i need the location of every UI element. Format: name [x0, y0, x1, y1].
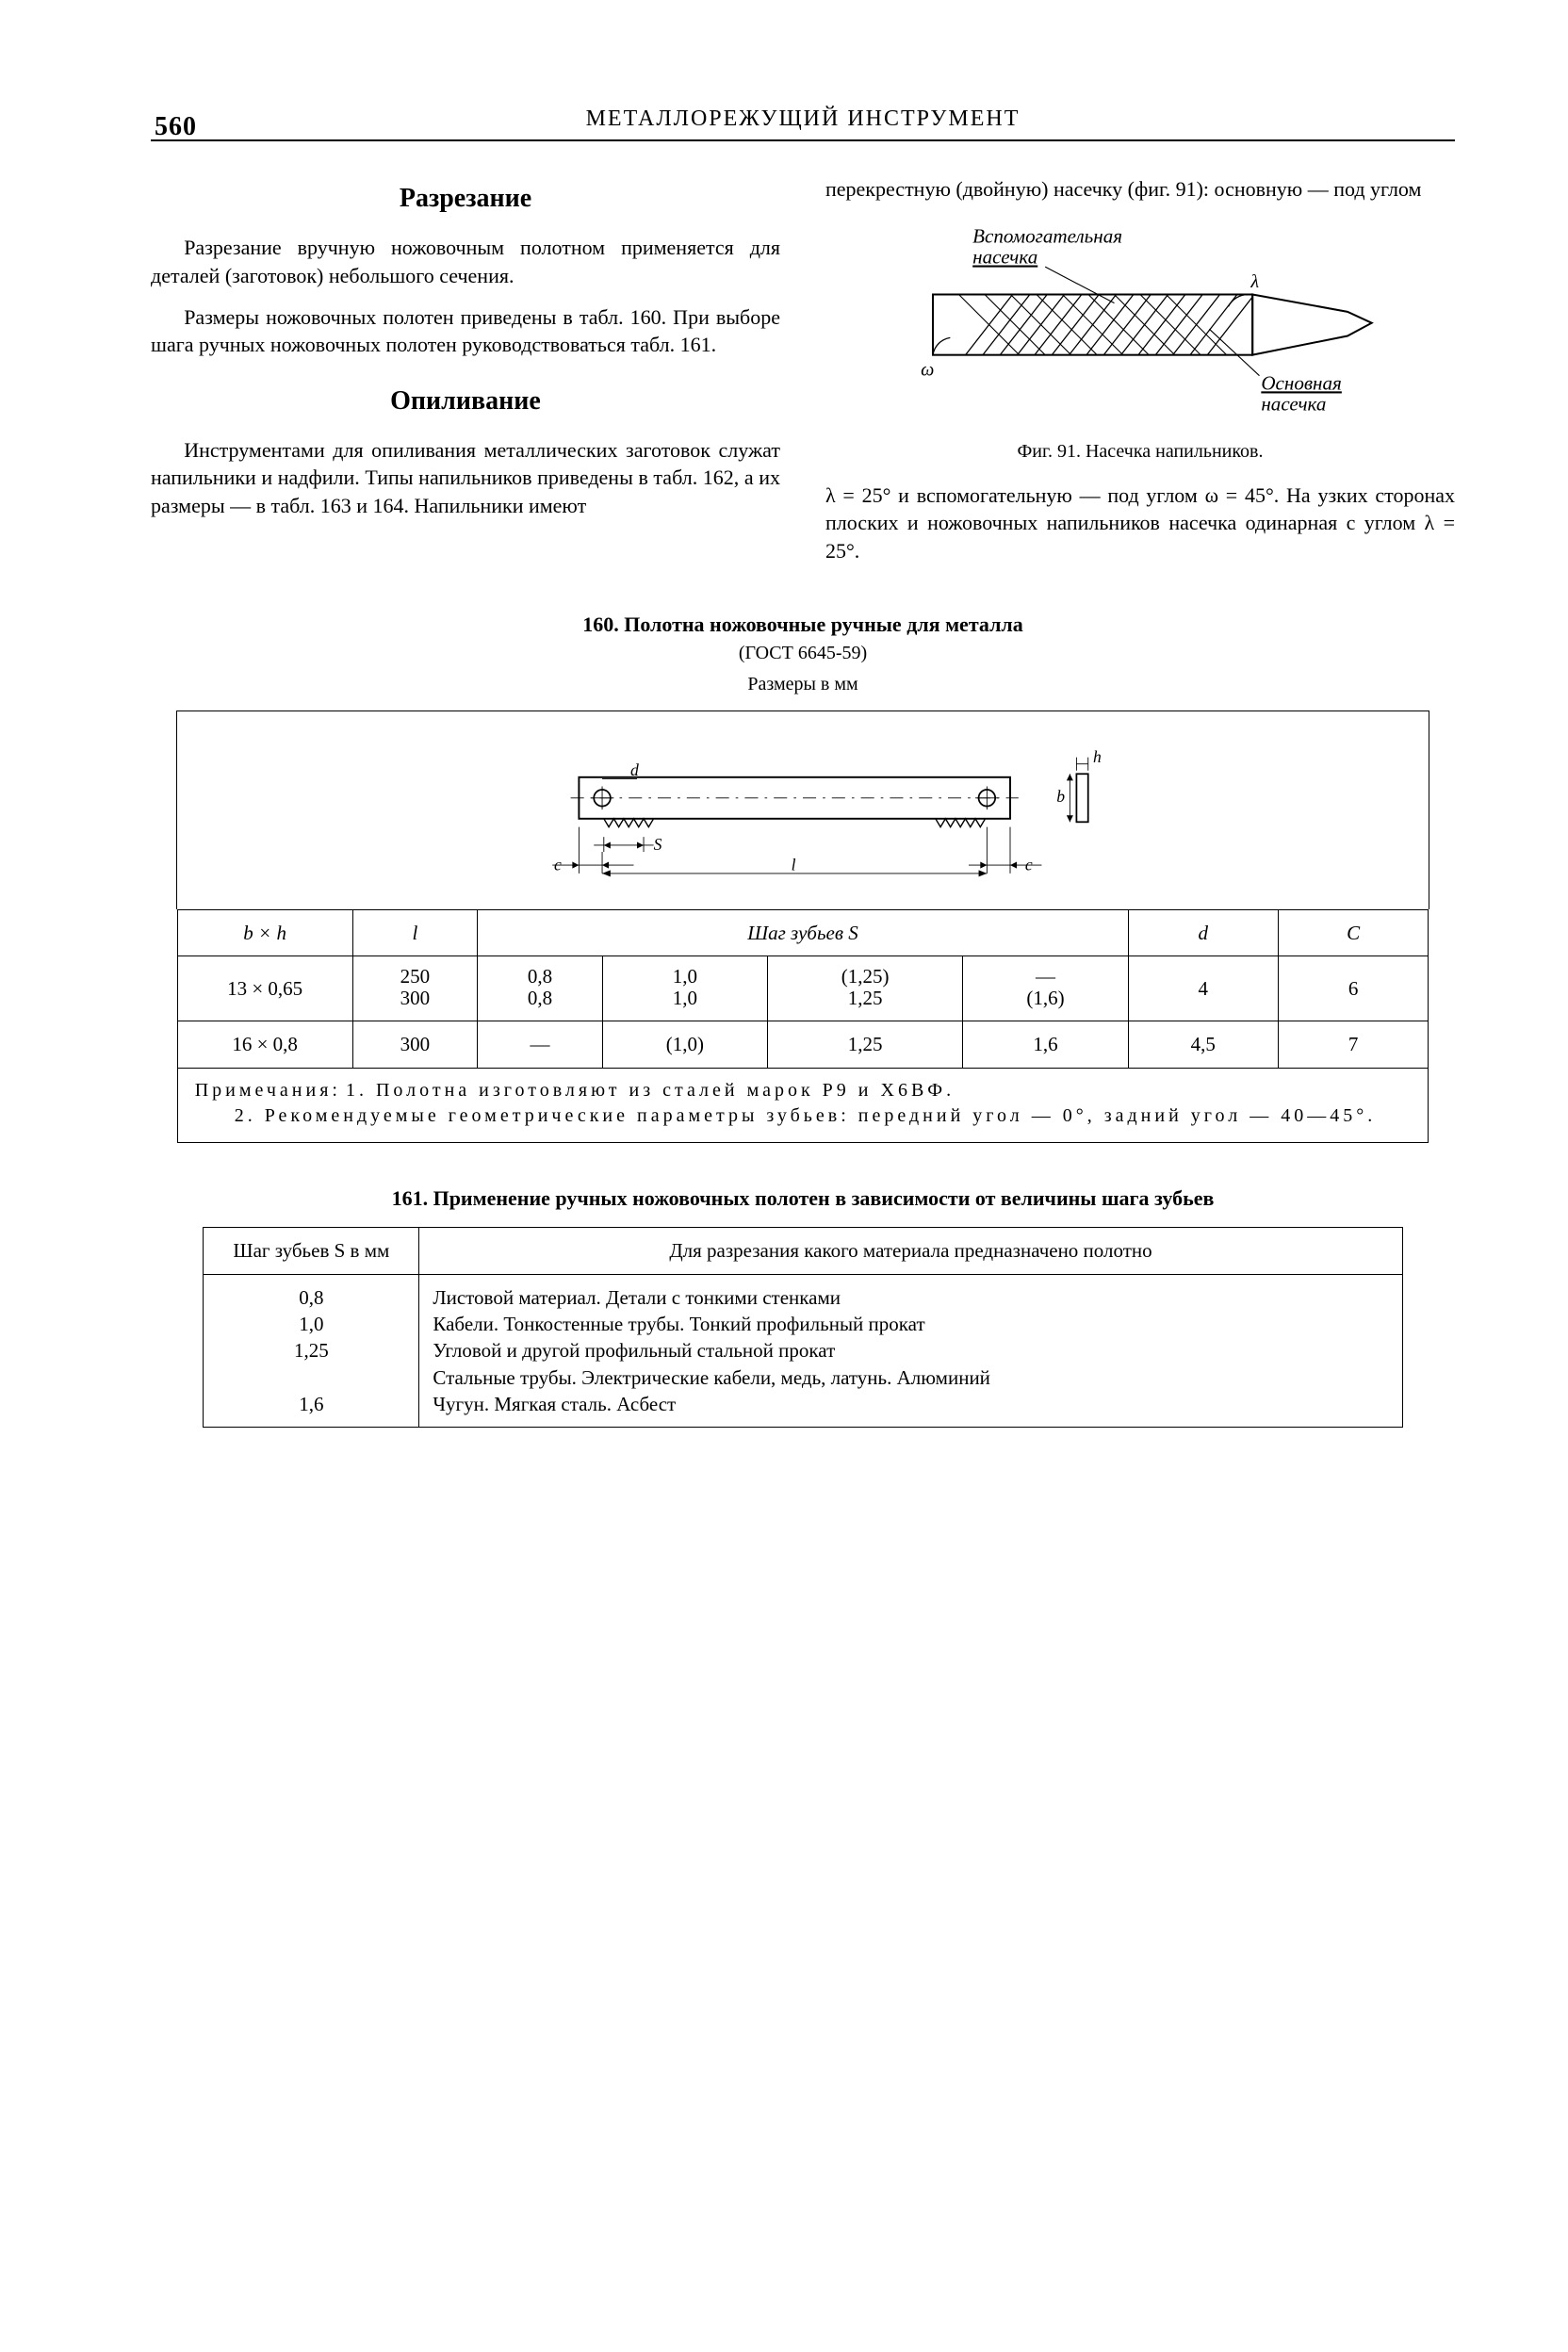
- right-col-p2: λ = 25° и вспомогательную — под углом ω …: [825, 482, 1455, 565]
- figure-91: ω λ Вспомогательная насечка Основная нас…: [825, 217, 1455, 432]
- section1-title: Разрезание: [151, 181, 780, 217]
- svg-text:l: l: [792, 855, 796, 874]
- table160-sub2: Размеры в мм: [151, 672, 1455, 697]
- svg-text:Вспомогательная: Вспомогательная: [972, 225, 1122, 248]
- svg-text:λ: λ: [1250, 271, 1259, 292]
- sec1-p2: Размеры ножовочных полотен приведены в т…: [151, 303, 780, 359]
- figure-91-caption: Фиг. 91. Насечка напильников.: [825, 439, 1455, 465]
- svg-text:d: d: [630, 760, 639, 779]
- svg-text:c: c: [554, 855, 562, 874]
- table160-diagram: d S c c l: [176, 710, 1430, 909]
- sec2-p1: Инструментами для опиливания металлическ…: [151, 436, 780, 520]
- svg-text:Основная: Основная: [1261, 371, 1342, 394]
- svg-text:насечка: насечка: [1261, 392, 1326, 415]
- table161-title: 161. Применение ручных ножовочных полоте…: [151, 1184, 1455, 1213]
- table160-row: 13 × 0,65 250 300 0,8 0,8 1,0 1,0 (1,25)…: [177, 956, 1429, 1021]
- header-rule: [151, 139, 1455, 141]
- section2-title: Опиливание: [151, 384, 780, 419]
- svg-text:S: S: [654, 835, 662, 854]
- table160-sub: (ГОСТ 6645-59): [151, 641, 1455, 666]
- page-number: 560: [155, 109, 197, 145]
- table160-notes: Примечания: 1. Полотна изготовляют из ст…: [177, 1069, 1429, 1143]
- svg-text:ω: ω: [921, 360, 934, 381]
- running-head: МЕТАЛЛОРЕЖУЩИЙ ИНСТРУМЕНТ: [151, 104, 1455, 134]
- svg-text:насечка: насечка: [972, 246, 1037, 269]
- table160-row: 16 × 0,8 300 — (1,0) 1,25 1,6 4,5 7: [177, 1021, 1429, 1068]
- svg-text:h: h: [1093, 746, 1102, 765]
- svg-text:c: c: [1025, 855, 1033, 874]
- right-col-p1: перекрестную (двойную) насечку (фиг. 91)…: [825, 175, 1455, 204]
- sec1-p1: Разрезание вручную ножовочным полотном п…: [151, 234, 780, 289]
- table160-title: 160. Полотна ножовочные ручные для метал…: [151, 611, 1455, 639]
- table160: b × h l Шаг зубьев S d C 13 × 0,65 250 3…: [177, 909, 1429, 1069]
- svg-text:b: b: [1056, 787, 1065, 806]
- table161: Шаг зубьев S в мм Для разрезания какого …: [203, 1227, 1402, 1428]
